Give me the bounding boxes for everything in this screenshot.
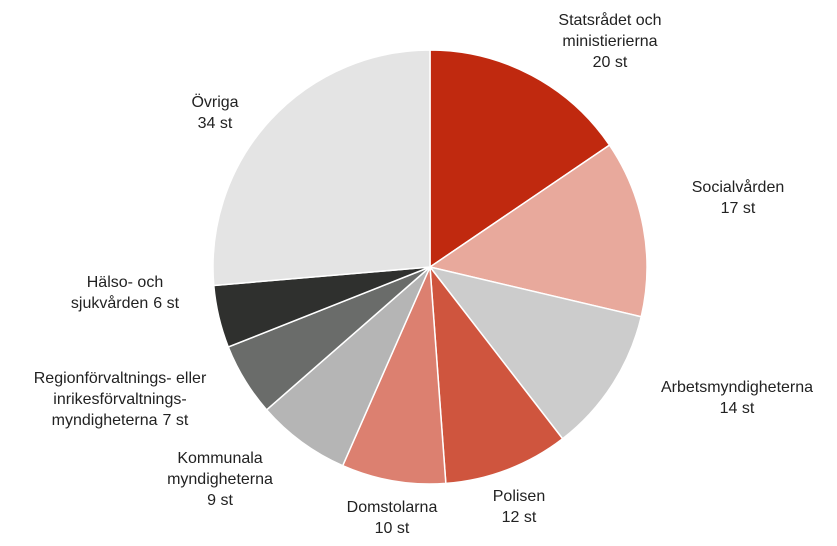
- pie-slice: [429, 49, 611, 269]
- value-label: 7 st: [162, 412, 189, 429]
- pie-slice: [341, 266, 447, 485]
- category-name: Arbetsmyndigheterna: [660, 379, 814, 396]
- category-name: Socialvården: [691, 179, 785, 196]
- value-label: 9 st: [207, 492, 233, 509]
- slice-label: Övriga 34 st: [165, 92, 265, 134]
- slice-label: Polisen 12 st: [469, 486, 569, 528]
- category-name: Domstolarna: [346, 499, 438, 516]
- category-name: Hälso- och sjukvården: [70, 274, 164, 312]
- slice-label: Kommunala myndigheterna 9 st: [155, 448, 285, 511]
- value-label: 14 st: [719, 400, 755, 417]
- slice-label: Statsrådet och ministierierna 20 st: [535, 10, 685, 73]
- slice-label: Arbetsmyndigheterna 14 st: [637, 377, 837, 419]
- category-name: Statsrådet och ministierierna: [558, 12, 662, 50]
- pie-slice: [428, 144, 648, 318]
- slice-label: Hälso- och sjukvården 6 st: [50, 272, 200, 314]
- category-name: Polisen: [492, 488, 546, 505]
- value-label: 10 st: [374, 520, 410, 537]
- value-label: 17 st: [720, 200, 756, 217]
- slice-label: Domstolarna 10 st: [332, 497, 452, 539]
- value-label: 20 st: [592, 54, 628, 71]
- value-label: 6 st: [153, 295, 180, 312]
- category-name: Övriga: [191, 94, 239, 111]
- pie-slice: [428, 265, 643, 440]
- pie-slice: [212, 49, 431, 287]
- value-label: 34 st: [197, 115, 233, 132]
- slice-label: Regionförvaltnings- eller inrikesförvalt…: [4, 368, 236, 431]
- pie-slice: [429, 264, 564, 485]
- value-label: 12 st: [501, 509, 537, 526]
- slice-label: Socialvården 17 st: [678, 177, 798, 219]
- category-name: Kommunala myndigheterna: [167, 450, 273, 488]
- category-name: Regionförvaltnings- eller inrikesförvalt…: [33, 370, 207, 429]
